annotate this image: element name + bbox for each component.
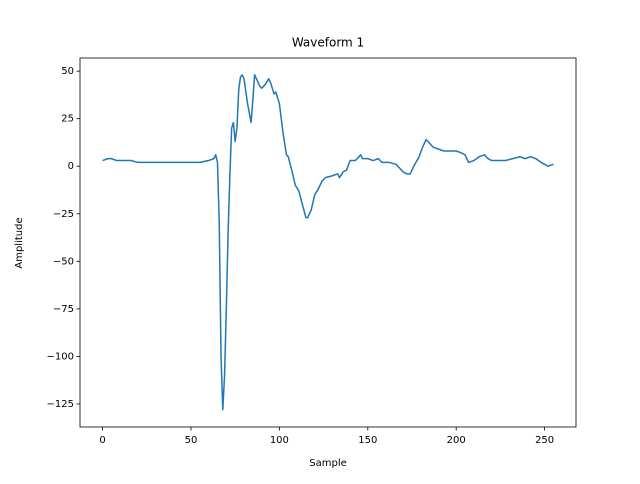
plot-frame <box>79 57 577 428</box>
x-axis-label: Sample <box>309 458 347 469</box>
y-tick-label: 0 <box>68 161 74 172</box>
y-tick-label: −100 <box>47 351 74 362</box>
chart-title: Waveform 1 <box>292 36 364 50</box>
data-line <box>102 74 554 411</box>
y-tick-label: 50 <box>61 66 74 77</box>
x-tick-label: 250 <box>535 435 554 446</box>
x-tick-label: 100 <box>270 435 289 446</box>
y-tick-label: −25 <box>53 209 74 220</box>
x-tick-label: 150 <box>358 435 377 446</box>
x-tick-label: 0 <box>99 435 105 446</box>
y-tick-label: −50 <box>53 256 74 267</box>
x-tick-label: 50 <box>185 435 198 446</box>
y-tick-label: −75 <box>53 304 74 315</box>
y-tick-label: 25 <box>61 114 74 125</box>
x-tick-label: 200 <box>447 435 466 446</box>
y-axis-label: Amplitude <box>14 217 25 268</box>
y-tick-label: −125 <box>47 399 74 410</box>
